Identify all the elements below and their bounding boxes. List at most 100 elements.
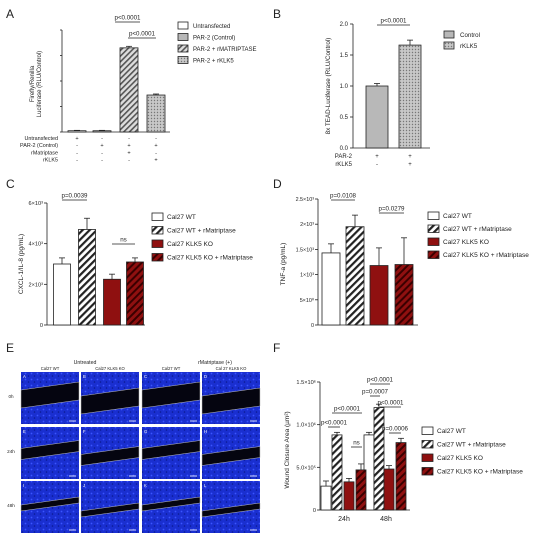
- c-legend-swatch: [151, 212, 164, 221]
- d-legend-label: Cal27 WT: [443, 213, 472, 220]
- f-y-tick-label: 1.5×10⁶: [296, 379, 316, 386]
- f-legend-label: Cal27 KLK5 KO + rMatriptase: [437, 469, 523, 476]
- a-row-sign: +: [154, 158, 157, 164]
- e-wound-gap: [141, 440, 201, 460]
- b-legend-swatch: [443, 41, 455, 50]
- c-bar: [103, 278, 121, 326]
- f-bar: [343, 481, 355, 511]
- f-annotation: p<0.0001: [367, 377, 394, 384]
- e-tile-letter: G: [144, 429, 147, 434]
- f-legend-swatch: [421, 440, 434, 449]
- a-row-sign: -: [76, 150, 78, 156]
- c-y-tick-label: 2×10³: [29, 282, 44, 288]
- c-y-tick-label: 4×10³: [29, 242, 44, 248]
- d-legend-swatch: [427, 250, 440, 259]
- a-row-sign: -: [128, 136, 130, 142]
- a-row-sign: -: [155, 136, 157, 142]
- panel-letter-D: D: [273, 177, 282, 191]
- e-wound-gap: [201, 387, 261, 415]
- f-x-tick-label: 24h: [338, 516, 350, 523]
- e-tile-letter: F: [83, 429, 86, 434]
- a-legend-label: Untransfected: [193, 24, 230, 30]
- panel-letter-F: F: [273, 341, 280, 355]
- c-y-tick-label: 6×10³: [29, 201, 44, 207]
- e-column-label: Cal27 WT: [162, 366, 181, 371]
- c-legend-swatch: [151, 253, 164, 262]
- b-y-tick-label: 1.5: [340, 53, 349, 59]
- a-row-sign: -: [101, 150, 103, 156]
- a-y-label-2: Luciferase (RLU/Control): [37, 51, 43, 117]
- a-row-sign: +: [127, 150, 130, 156]
- c-bar: [53, 263, 71, 326]
- b-legend-label: rKLK5: [460, 43, 478, 50]
- a-row-sign: -: [76, 158, 78, 164]
- f-bar: [331, 434, 343, 511]
- e-column-label: Cal27 KLK5 KO: [95, 366, 125, 371]
- d-y-tick-label: 5×10⁰: [300, 298, 314, 304]
- c-legend-swatch: [151, 239, 164, 248]
- f-annotation: p=0.0007: [362, 389, 389, 396]
- a-row-label: rMatriptase: [31, 150, 58, 156]
- d-bar: [394, 264, 414, 326]
- c-annotation: p=0.0039: [62, 193, 89, 200]
- b-bar: [365, 85, 389, 149]
- d-y-tick-label: 1×10³: [300, 273, 314, 279]
- d-annotation: p=0.0108: [330, 193, 357, 200]
- e-tile-letter: K: [144, 483, 147, 488]
- c-legend-label: Cal27 KLK5 KO: [167, 241, 213, 248]
- a-bar: [119, 47, 139, 133]
- e-wound-gap: [80, 387, 140, 415]
- b-y-tick-label: 2.0: [340, 22, 349, 28]
- d-legend-label: Cal27 KLK5 KO + rMatriptase: [443, 252, 529, 259]
- e-row-label: 48h: [7, 503, 15, 508]
- a-row-label: Untransfected: [24, 136, 58, 142]
- b-y-label: 8x TEAD-Luciferase (RLU/Control): [325, 38, 332, 135]
- e-wound-gap: [80, 446, 140, 466]
- panel-letter-C: C: [6, 177, 15, 191]
- c-legend-label: Cal27 WT: [167, 214, 196, 221]
- f-bar: [320, 485, 332, 511]
- a-legend-label: PAR-2 + rMATRIPTASE: [193, 47, 257, 53]
- f-legend-swatch: [421, 426, 434, 435]
- c-legend-label: Cal27 KLK5 KO + rMatriptase: [167, 255, 253, 262]
- a-row-sign: -: [155, 150, 157, 156]
- d-y-tick-label: 2.5×10³: [296, 197, 315, 203]
- f-legend-swatch: [421, 453, 434, 462]
- e-tile-letter: B: [83, 374, 86, 379]
- c-bar: [126, 261, 144, 326]
- c-bar: [78, 229, 96, 326]
- e-tile-letter: L: [204, 483, 207, 488]
- f-annotation: p<0.0001: [321, 420, 348, 427]
- f-annotation: p<0.0001: [378, 400, 405, 407]
- d-legend-swatch: [427, 237, 440, 246]
- e-column-label: Cal27 WT: [41, 366, 60, 371]
- c-y-label: CXCL-1/IL-8 (pg/mL): [18, 234, 25, 294]
- b-row-sign: -: [376, 162, 378, 168]
- f-annotation: ns: [353, 440, 360, 447]
- b-row-label: PAR-2: [335, 154, 353, 160]
- panel-letter-B: B: [273, 7, 281, 21]
- b-y-tick-label: 1.0: [340, 84, 349, 90]
- a-row-sign: +: [127, 143, 130, 149]
- b-row-sign: +: [375, 154, 379, 160]
- e-row-label: 24h: [7, 449, 15, 454]
- f-legend-swatch: [421, 467, 434, 476]
- c-legend-label: Cal27 WT + rMatriptase: [167, 228, 236, 235]
- f-bar: [373, 407, 385, 511]
- a-row-sign: +: [100, 143, 103, 149]
- a-legend-label: PAR-2 (Control): [193, 36, 235, 42]
- c-legend-swatch: [151, 226, 164, 235]
- b-legend-label: Control: [460, 32, 480, 39]
- panel-letter-E: E: [6, 341, 14, 355]
- a-legend-swatch: [177, 21, 189, 30]
- e-tile-letter: I: [23, 483, 24, 488]
- e-wound-gap: [20, 381, 80, 409]
- d-bar: [369, 265, 389, 326]
- f-bar: [395, 442, 407, 511]
- d-legend-swatch: [427, 224, 440, 233]
- e-wound-gap: [141, 381, 201, 409]
- e-wound-gap: [20, 440, 80, 460]
- a-bar: [146, 94, 166, 133]
- f-y-tick-label: 5.0×10⁵: [296, 464, 316, 471]
